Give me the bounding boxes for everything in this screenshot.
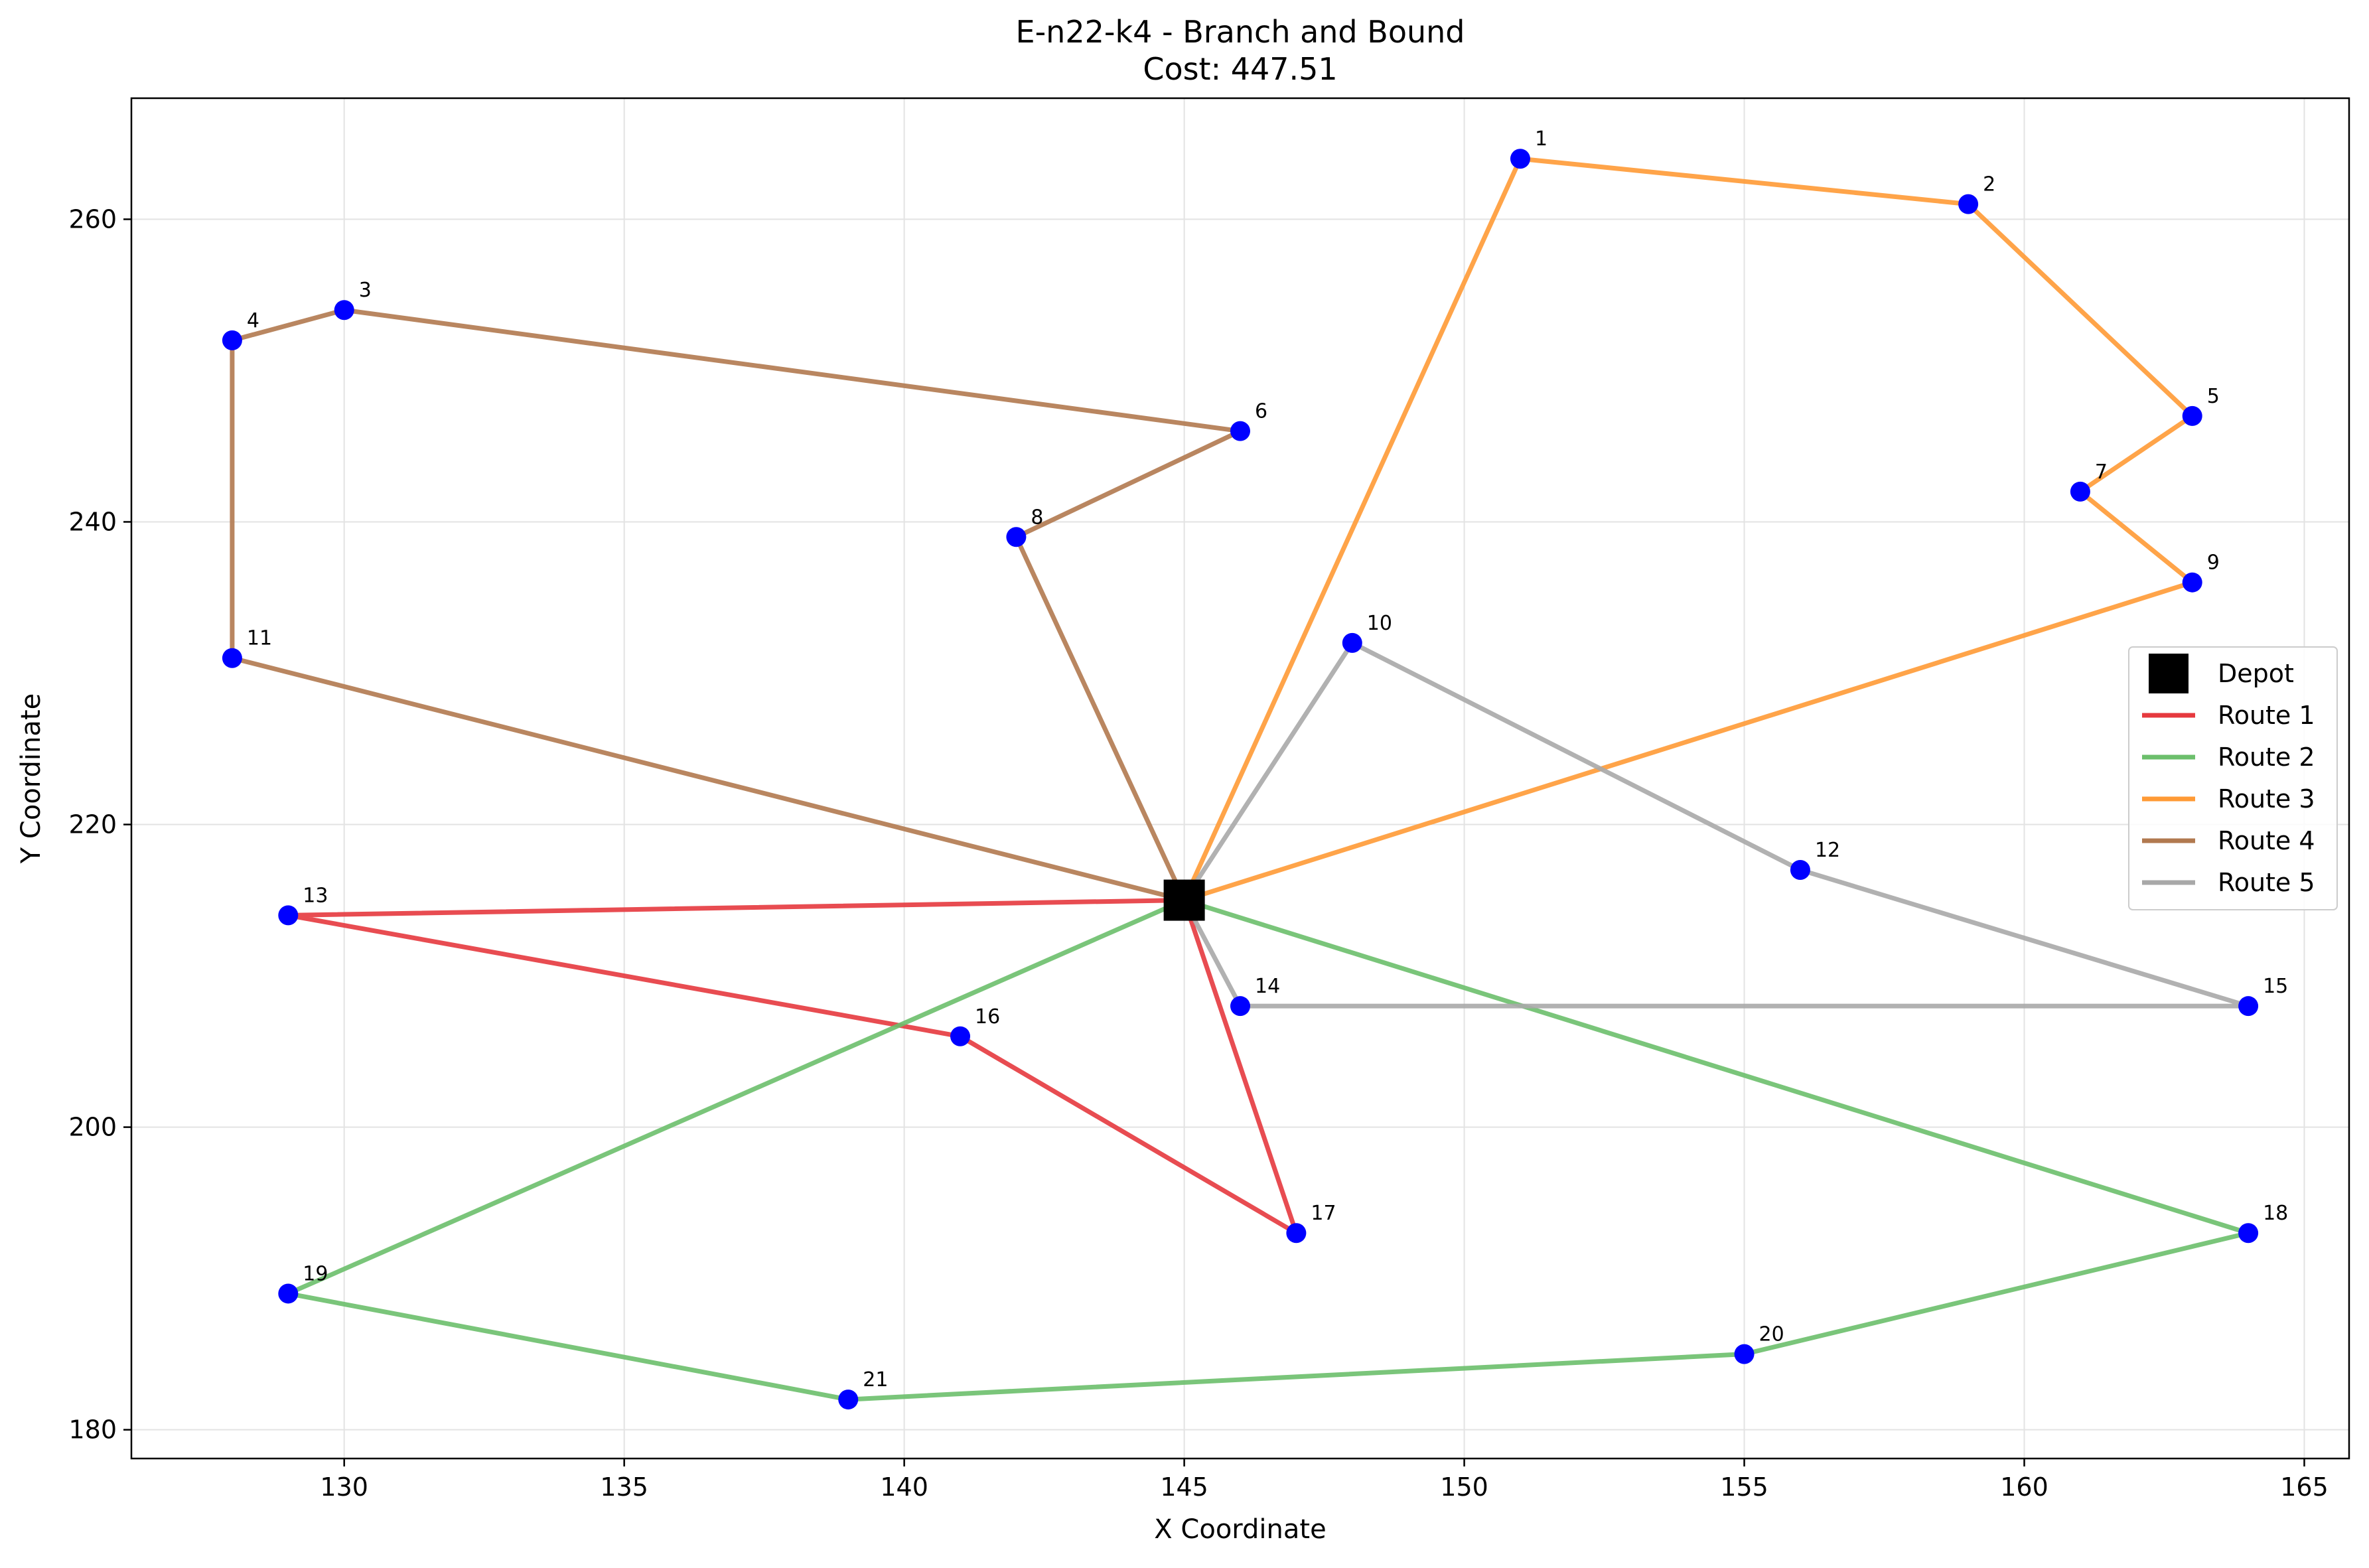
customer-label-9: 9 bbox=[2207, 551, 2220, 575]
y-tick-label: 240 bbox=[68, 507, 117, 536]
customer-point-2 bbox=[1958, 194, 1979, 214]
route-2-line bbox=[285, 898, 2251, 1402]
chart-title-line2: Cost: 447.51 bbox=[1143, 51, 1337, 87]
customer-label-19: 19 bbox=[303, 1262, 328, 1285]
customer-point-21 bbox=[838, 1390, 859, 1410]
customer-point-16 bbox=[950, 1026, 971, 1046]
legend-route-2-label: Route 2 bbox=[2218, 743, 2315, 772]
customer-label-20: 20 bbox=[1759, 1323, 1784, 1346]
customer-label-6: 6 bbox=[1255, 400, 1267, 423]
customer-point-19 bbox=[278, 1283, 299, 1304]
customer-point-15 bbox=[2238, 996, 2259, 1017]
route-5-line bbox=[1182, 640, 2251, 1009]
legend-route-5-label: Route 5 bbox=[2218, 868, 2315, 897]
plot-frame bbox=[130, 97, 2350, 1460]
x-tick-label: 150 bbox=[1440, 1472, 1488, 1502]
customer-point-7 bbox=[2070, 481, 2090, 502]
x-tick-label: 135 bbox=[600, 1472, 648, 1502]
customer-point-1 bbox=[1510, 149, 1530, 169]
customer-label-21: 21 bbox=[863, 1368, 888, 1391]
customer-point-5 bbox=[2182, 405, 2202, 426]
y-tick-label: 200 bbox=[68, 1113, 117, 1142]
customer-point-14 bbox=[1230, 996, 1250, 1017]
legend-route-1-label: Route 1 bbox=[2218, 701, 2315, 730]
x-tick-label: 145 bbox=[1160, 1472, 1208, 1502]
x-axis-label: X Coordinate bbox=[1154, 1514, 1326, 1545]
legend-depot-label: Depot bbox=[2218, 659, 2294, 688]
customer-point-20 bbox=[1734, 1344, 1755, 1364]
customer-point-9 bbox=[2182, 572, 2202, 593]
customer-label-13: 13 bbox=[303, 884, 328, 907]
x-tick-label: 130 bbox=[320, 1472, 368, 1502]
grid-layer bbox=[131, 98, 2349, 1459]
customer-label-4: 4 bbox=[247, 309, 259, 332]
y-tick-label: 260 bbox=[68, 204, 117, 234]
customer-point-3 bbox=[334, 300, 354, 321]
x-tick-label: 155 bbox=[1720, 1472, 1768, 1502]
customer-label-7: 7 bbox=[2095, 461, 2108, 484]
customer-label-1: 1 bbox=[1535, 127, 1547, 151]
customer-label-18: 18 bbox=[2263, 1202, 2288, 1225]
legend-depot-swatch bbox=[2149, 654, 2189, 693]
customer-point-13 bbox=[278, 905, 299, 926]
customer-point-4 bbox=[222, 330, 242, 350]
customer-point-11 bbox=[222, 648, 242, 668]
points-layer bbox=[222, 149, 2259, 1410]
y-axis-label: Y Coordinate bbox=[16, 693, 46, 864]
x-tick-label: 165 bbox=[2280, 1472, 2329, 1502]
x-tick-label: 140 bbox=[880, 1472, 928, 1502]
x-tick-label: 160 bbox=[2000, 1472, 2048, 1502]
customer-point-6 bbox=[1230, 421, 1250, 441]
customer-label-15: 15 bbox=[2263, 975, 2288, 998]
y-tick-label: 220 bbox=[68, 810, 117, 839]
customer-point-10 bbox=[1342, 632, 1362, 653]
customer-point-12 bbox=[1790, 859, 1810, 880]
customer-label-3: 3 bbox=[359, 279, 372, 302]
y-tick-label: 180 bbox=[68, 1415, 117, 1445]
customer-label-17: 17 bbox=[1311, 1202, 1336, 1225]
customer-point-18 bbox=[2238, 1223, 2259, 1244]
customer-label-2: 2 bbox=[1983, 173, 1995, 196]
customer-label-5: 5 bbox=[2207, 385, 2220, 408]
chart-title-line1: E-n22-k4 - Branch and Bound bbox=[1016, 14, 1465, 50]
customer-point-17 bbox=[1286, 1223, 1307, 1244]
customer-label-16: 16 bbox=[975, 1005, 1000, 1029]
legend: Depot Route 1 Route 2 Route 3 Route 4 Route 5 bbox=[2128, 646, 2338, 910]
legend-route-3-label: Route 3 bbox=[2218, 784, 2315, 814]
customer-label-11: 11 bbox=[247, 627, 272, 650]
customer-label-12: 12 bbox=[1815, 839, 1840, 862]
customer-label-10: 10 bbox=[1367, 612, 1392, 635]
legend-route-4-label: Route 4 bbox=[2218, 826, 2315, 855]
customer-label-14: 14 bbox=[1255, 975, 1280, 998]
customer-label-8: 8 bbox=[1031, 506, 1043, 529]
legend-box bbox=[2128, 646, 2338, 910]
customer-point-8 bbox=[1006, 527, 1027, 547]
depot-marker bbox=[1163, 879, 1205, 921]
